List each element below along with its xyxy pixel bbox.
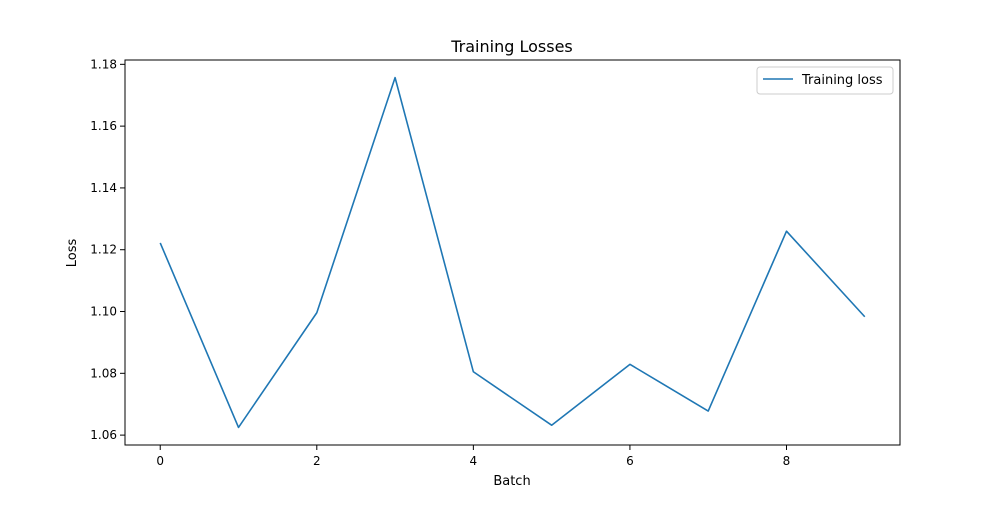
x-tick-label: 6 xyxy=(626,454,634,468)
y-axis-ticks: 1.06 1.08 1.10 1.12 1.14 1.16 1.18 xyxy=(90,57,125,442)
y-tick-label: 1.10 xyxy=(90,305,117,319)
x-axis-label: Batch xyxy=(493,474,530,489)
y-tick-label: 1.14 xyxy=(90,181,117,195)
x-tick-label: 4 xyxy=(470,454,478,468)
series-line-training-loss xyxy=(159,76,866,429)
y-tick-label: 1.08 xyxy=(90,366,117,380)
x-tick-label: 2 xyxy=(313,454,321,468)
x-tick-label: 8 xyxy=(783,454,791,468)
y-tick-label: 1.18 xyxy=(90,57,117,71)
x-tick-label: 0 xyxy=(156,454,164,468)
legend: Training loss xyxy=(756,66,894,95)
series-layer xyxy=(159,76,866,429)
plot-frame xyxy=(124,59,901,446)
y-tick-label: 1.16 xyxy=(90,119,117,133)
y-tick-label: 1.06 xyxy=(90,428,117,442)
y-tick-label: 1.12 xyxy=(90,243,117,257)
chart-title: Training Losses xyxy=(450,37,573,56)
legend-label-training-loss: Training loss xyxy=(801,73,883,88)
x-axis-ticks: 0 2 4 6 8 xyxy=(156,445,790,468)
legend-box xyxy=(756,66,894,95)
y-axis-label: Loss xyxy=(65,239,80,268)
